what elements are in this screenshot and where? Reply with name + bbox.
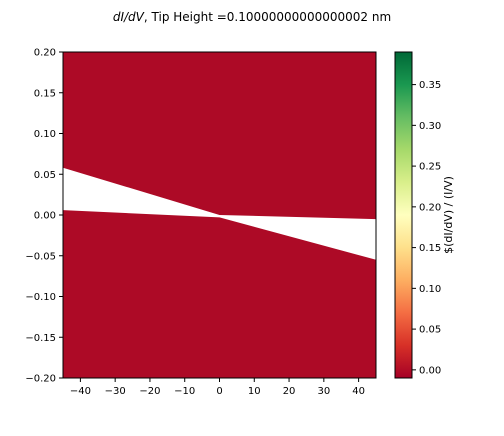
x-tick-label: −20 xyxy=(139,386,160,397)
y-tick-label: −0.10 xyxy=(25,292,56,303)
colorbar-gradient xyxy=(395,52,412,378)
blank-region xyxy=(63,167,376,260)
y-axis: 0.20 0.15 0.10 0.05 0.00 −0.05 −0.10 −0.15 −0.20 xyxy=(25,48,63,385)
chart-title-rest: , Tip Height =0.10000000000000002 nm xyxy=(144,10,391,24)
y-tick-label: −0.20 xyxy=(25,374,56,385)
x-tick-label: 0 xyxy=(216,386,222,397)
colorbar-tick-label: 0.05 xyxy=(419,325,441,336)
colorbar-tick-label: 0.10 xyxy=(419,284,441,295)
x-tick-label: 20 xyxy=(283,386,296,397)
colorbar: 0.35 0.30 0.25 0.20 0.15 0.10 0.05 0.00 $(dI/dV… xyxy=(394,51,455,379)
x-tick-label: −40 xyxy=(70,386,91,397)
x-tick-label: −30 xyxy=(105,386,126,397)
y-tick-label: 0.15 xyxy=(34,88,56,99)
colorbar-frame xyxy=(394,51,413,379)
y-tick-label: 0.10 xyxy=(34,129,56,140)
colorbar-ticks: 0.35 0.30 0.25 0.20 0.15 0.10 0.05 0.00 xyxy=(412,80,441,376)
colorbar-label: $(dI/dV) / (I/V) xyxy=(442,176,455,254)
x-tick-label: 30 xyxy=(317,386,330,397)
colorbar-tick-label: 0.15 xyxy=(419,243,441,254)
colorbar-tick-label: 0.25 xyxy=(419,162,441,173)
y-tick-label: −0.15 xyxy=(25,333,56,344)
x-tick-label: 40 xyxy=(352,386,365,397)
y-tick-label: 0.20 xyxy=(34,48,56,59)
chart-title: dI/dV, Tip Height =0.10000000000000002 n… xyxy=(113,10,391,24)
y-tick-label: 0.05 xyxy=(34,170,56,181)
colorbar-tick-label: 0.00 xyxy=(419,365,441,376)
x-tick-label: 10 xyxy=(248,386,261,397)
y-tick-label: 0.00 xyxy=(34,211,56,222)
x-tick-label: −10 xyxy=(174,386,195,397)
plot-area: −40 −30 −20 −10 0 10 20 30 40 0.200.150.100.050.… xyxy=(25,48,377,397)
x-axis: −40 −30 −20 −10 0 10 20 30 40 xyxy=(70,378,365,397)
y-tick-label: −0.05 xyxy=(25,251,56,262)
colorbar-tick-label: 0.20 xyxy=(419,202,441,213)
chart-title-italic: dI/dV xyxy=(113,10,145,24)
colorbar-tick-label: 0.35 xyxy=(419,80,441,91)
colorbar-tick-label: 0.30 xyxy=(419,121,441,132)
